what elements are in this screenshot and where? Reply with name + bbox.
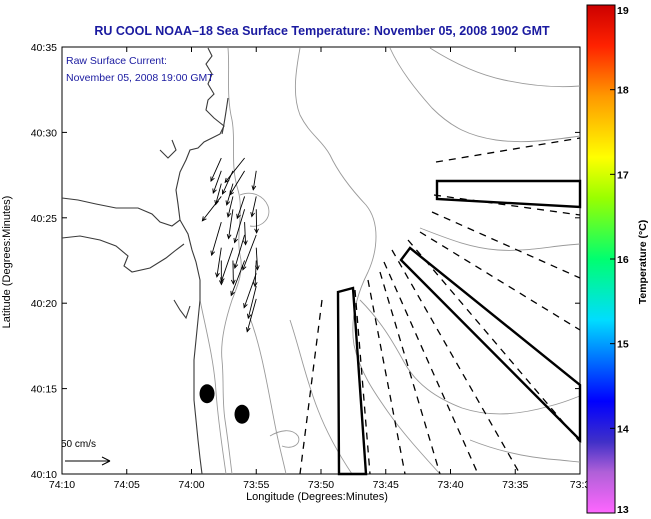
current-vector <box>226 196 234 218</box>
current-note-line1: Raw Surface Current: <box>66 55 167 67</box>
bathymetry-contour <box>239 192 270 227</box>
bathymetry-contour <box>249 317 287 475</box>
x-tick-label: 73:50 <box>308 479 334 491</box>
current-vector <box>221 170 234 195</box>
bathymetry-contour <box>289 319 353 475</box>
transect-boxes <box>336 179 582 476</box>
colorbar-tick-label: 13 <box>617 504 629 516</box>
current-vector <box>254 209 259 234</box>
current-vector <box>225 183 234 206</box>
x-tick-label: 73:35 <box>502 479 528 491</box>
current-note-line2: November 05, 2008 19:00 GMT <box>66 72 214 84</box>
current-vector <box>230 260 246 297</box>
x-tick-label: 73:3 <box>570 479 591 491</box>
coastline <box>179 219 203 475</box>
bathymetry-contour <box>419 227 581 251</box>
y-tick-label: 40:30 <box>31 127 57 139</box>
current-vector <box>243 222 248 246</box>
bathymetry-contour <box>269 430 300 448</box>
x-axis-title: Longitude (Degrees:Minutes) <box>246 491 388 503</box>
current-vector <box>233 209 246 244</box>
transect-dashed-lines <box>299 137 581 475</box>
x-tick-label: 73:45 <box>373 479 399 491</box>
bathymetry-contour <box>469 439 581 463</box>
current-vector <box>243 273 257 309</box>
current-vector <box>226 209 234 240</box>
station-marker <box>234 404 250 424</box>
y-tick-label: 40:15 <box>31 384 57 396</box>
colorbar-tick-label: 18 <box>617 85 629 97</box>
current-vector <box>214 183 222 206</box>
colorbar-tick-label: 14 <box>617 423 629 435</box>
bathymetry-contour <box>359 299 581 415</box>
x-tick-label: 74:05 <box>114 479 140 491</box>
current-vector <box>246 286 257 320</box>
scale-arrow-label: 50 cm/s <box>61 439 96 450</box>
colorbar-tick-label: 19 <box>617 5 629 17</box>
current-vector <box>212 170 222 194</box>
coastline <box>173 299 191 320</box>
plot-area <box>61 46 581 475</box>
bathymetry-contour <box>429 47 581 88</box>
colorbar-ticks: 13 14 15 16 17 18 19 <box>610 4 629 516</box>
colorbar-tick-label: 17 <box>617 169 629 181</box>
x-tick-label: 74:00 <box>178 479 204 491</box>
map-layer <box>61 47 582 476</box>
x-tick-label: 73:40 <box>437 479 463 491</box>
colorbar-tick-label: 15 <box>617 339 629 351</box>
y-tick-label: 40:25 <box>31 213 57 225</box>
current-vector <box>252 260 258 288</box>
current-vector <box>219 260 224 286</box>
current-vector <box>250 196 257 218</box>
current-vector <box>230 260 236 285</box>
chart-title: RU COOL NOAA–18 Sea Surface Temperature:… <box>94 24 550 38</box>
current-vector <box>251 170 257 191</box>
station-marker <box>199 384 215 404</box>
bathymetry-contour <box>389 47 581 143</box>
coastline <box>159 139 177 159</box>
y-tick-label: 40:10 <box>31 469 57 481</box>
x-tick-label: 74:10 <box>49 479 75 491</box>
surface-current-vectors <box>201 157 260 333</box>
y-axis-title: Latitude (Degrees:Minutes) <box>1 196 13 329</box>
current-vector <box>210 157 222 183</box>
colorbar-tick-label: 16 <box>617 254 629 266</box>
bathymetry-contour <box>294 47 441 475</box>
current-vector <box>210 221 222 257</box>
coastline <box>221 97 229 135</box>
bathymetry-contour <box>199 299 227 475</box>
scale-arrow <box>65 456 111 466</box>
current-vector <box>245 298 257 333</box>
x-axis: 74:10 74:05 74:00 73:55 73:50 73:45 73:40 73:35… <box>49 47 591 491</box>
y-tick-label: 40:20 <box>31 298 57 310</box>
y-tick-label: 40:35 <box>31 42 57 54</box>
coastline <box>61 235 185 273</box>
colorbar-title: Temperature (°C) <box>637 220 649 305</box>
y-axis: 40:10 40:15 40:20 40:25 40:30 40:35 <box>31 42 580 481</box>
x-tick-label: 73:55 <box>243 479 269 491</box>
current-vector <box>233 234 246 269</box>
coastline <box>61 47 225 227</box>
current-vector <box>236 196 246 220</box>
current-vector <box>215 247 222 278</box>
current-vector <box>201 196 222 222</box>
